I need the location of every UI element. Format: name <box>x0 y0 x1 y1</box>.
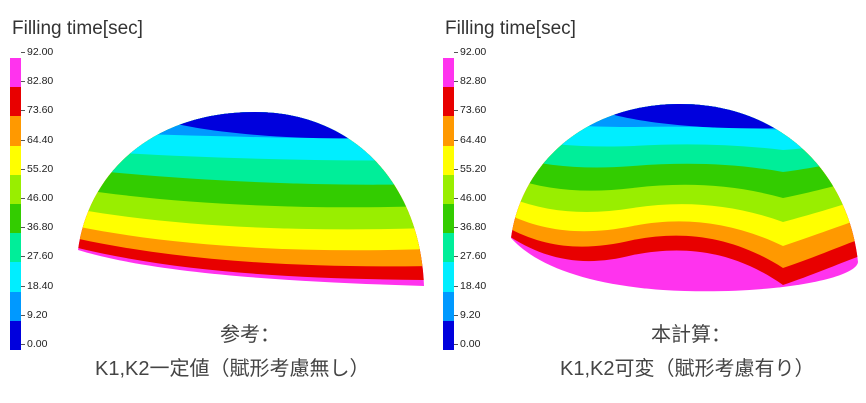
legend-band <box>10 116 21 146</box>
legend-band <box>10 87 21 117</box>
legend-band <box>443 291 454 321</box>
legend-tick: 55.20 <box>453 163 487 175</box>
dome-contour-plot <box>78 112 424 286</box>
caption-line2: K1,K2一定値（賦形考慮無し） <box>95 358 370 380</box>
dome-contour-plot <box>511 103 858 292</box>
legend-tick: 82.80 <box>453 75 487 87</box>
legend-tick: 46.00 <box>453 192 487 204</box>
legend-band <box>443 58 454 88</box>
legend-band <box>443 116 454 146</box>
legend-band <box>10 58 21 88</box>
legend-tick: 9.20 <box>20 309 48 321</box>
legend-tick: 73.60 <box>453 104 487 116</box>
legend-band <box>10 233 21 263</box>
legend-title: Filling time[sec] <box>12 18 143 39</box>
panel-calculation: Filling time[sec] 92.00 82.80 73.60 64.4… <box>433 0 866 403</box>
legend-band <box>443 262 454 292</box>
panel-reference: Filling time[sec] 92.00 82.80 73.60 64.4… <box>10 18 424 380</box>
contour-band <box>160 112 365 139</box>
legend-tick: 27.60 <box>453 250 487 262</box>
caption-line1: 本計算： <box>651 324 731 346</box>
legend-tick: 55.20 <box>20 163 54 175</box>
legend-band <box>443 203 454 234</box>
color-legend-bar <box>10 58 21 350</box>
caption-line2: K1,K2可変（賦形考慮有り） <box>560 358 815 380</box>
legend-band <box>443 320 454 350</box>
legend-tick: 9.20 <box>453 309 481 321</box>
legend-band <box>10 174 21 204</box>
legend-band <box>10 145 21 175</box>
caption-line1: 参考： <box>220 324 280 346</box>
legend-band <box>443 87 454 117</box>
legend-tick: 0.00 <box>20 338 48 350</box>
legend-band <box>10 262 21 292</box>
legend-tick: 73.60 <box>20 104 54 116</box>
legend-title: Filling time[sec] <box>445 18 576 39</box>
legend-band <box>443 233 454 263</box>
legend-band <box>443 145 454 175</box>
legend-tick: 46.00 <box>20 192 54 204</box>
legend-tick: 0.00 <box>453 338 481 350</box>
legend-tick: 18.40 <box>20 280 54 292</box>
color-legend-bar <box>443 58 454 350</box>
legend-tick: 92.00 <box>453 46 487 58</box>
legend-tick: 82.80 <box>20 75 54 87</box>
legend-band <box>443 174 454 204</box>
legend-band <box>10 320 21 350</box>
legend-tick: 64.40 <box>453 134 487 146</box>
legend-tick: 36.80 <box>20 221 54 233</box>
legend-tick: 36.80 <box>453 221 487 233</box>
legend-band <box>10 203 21 234</box>
legend-tick: 18.40 <box>453 280 487 292</box>
legend-tick: 27.60 <box>20 250 54 262</box>
contour-band <box>603 103 778 129</box>
legend-tick: 92.00 <box>20 46 54 58</box>
legend-band <box>10 291 21 321</box>
legend-tick: 64.40 <box>20 134 54 146</box>
